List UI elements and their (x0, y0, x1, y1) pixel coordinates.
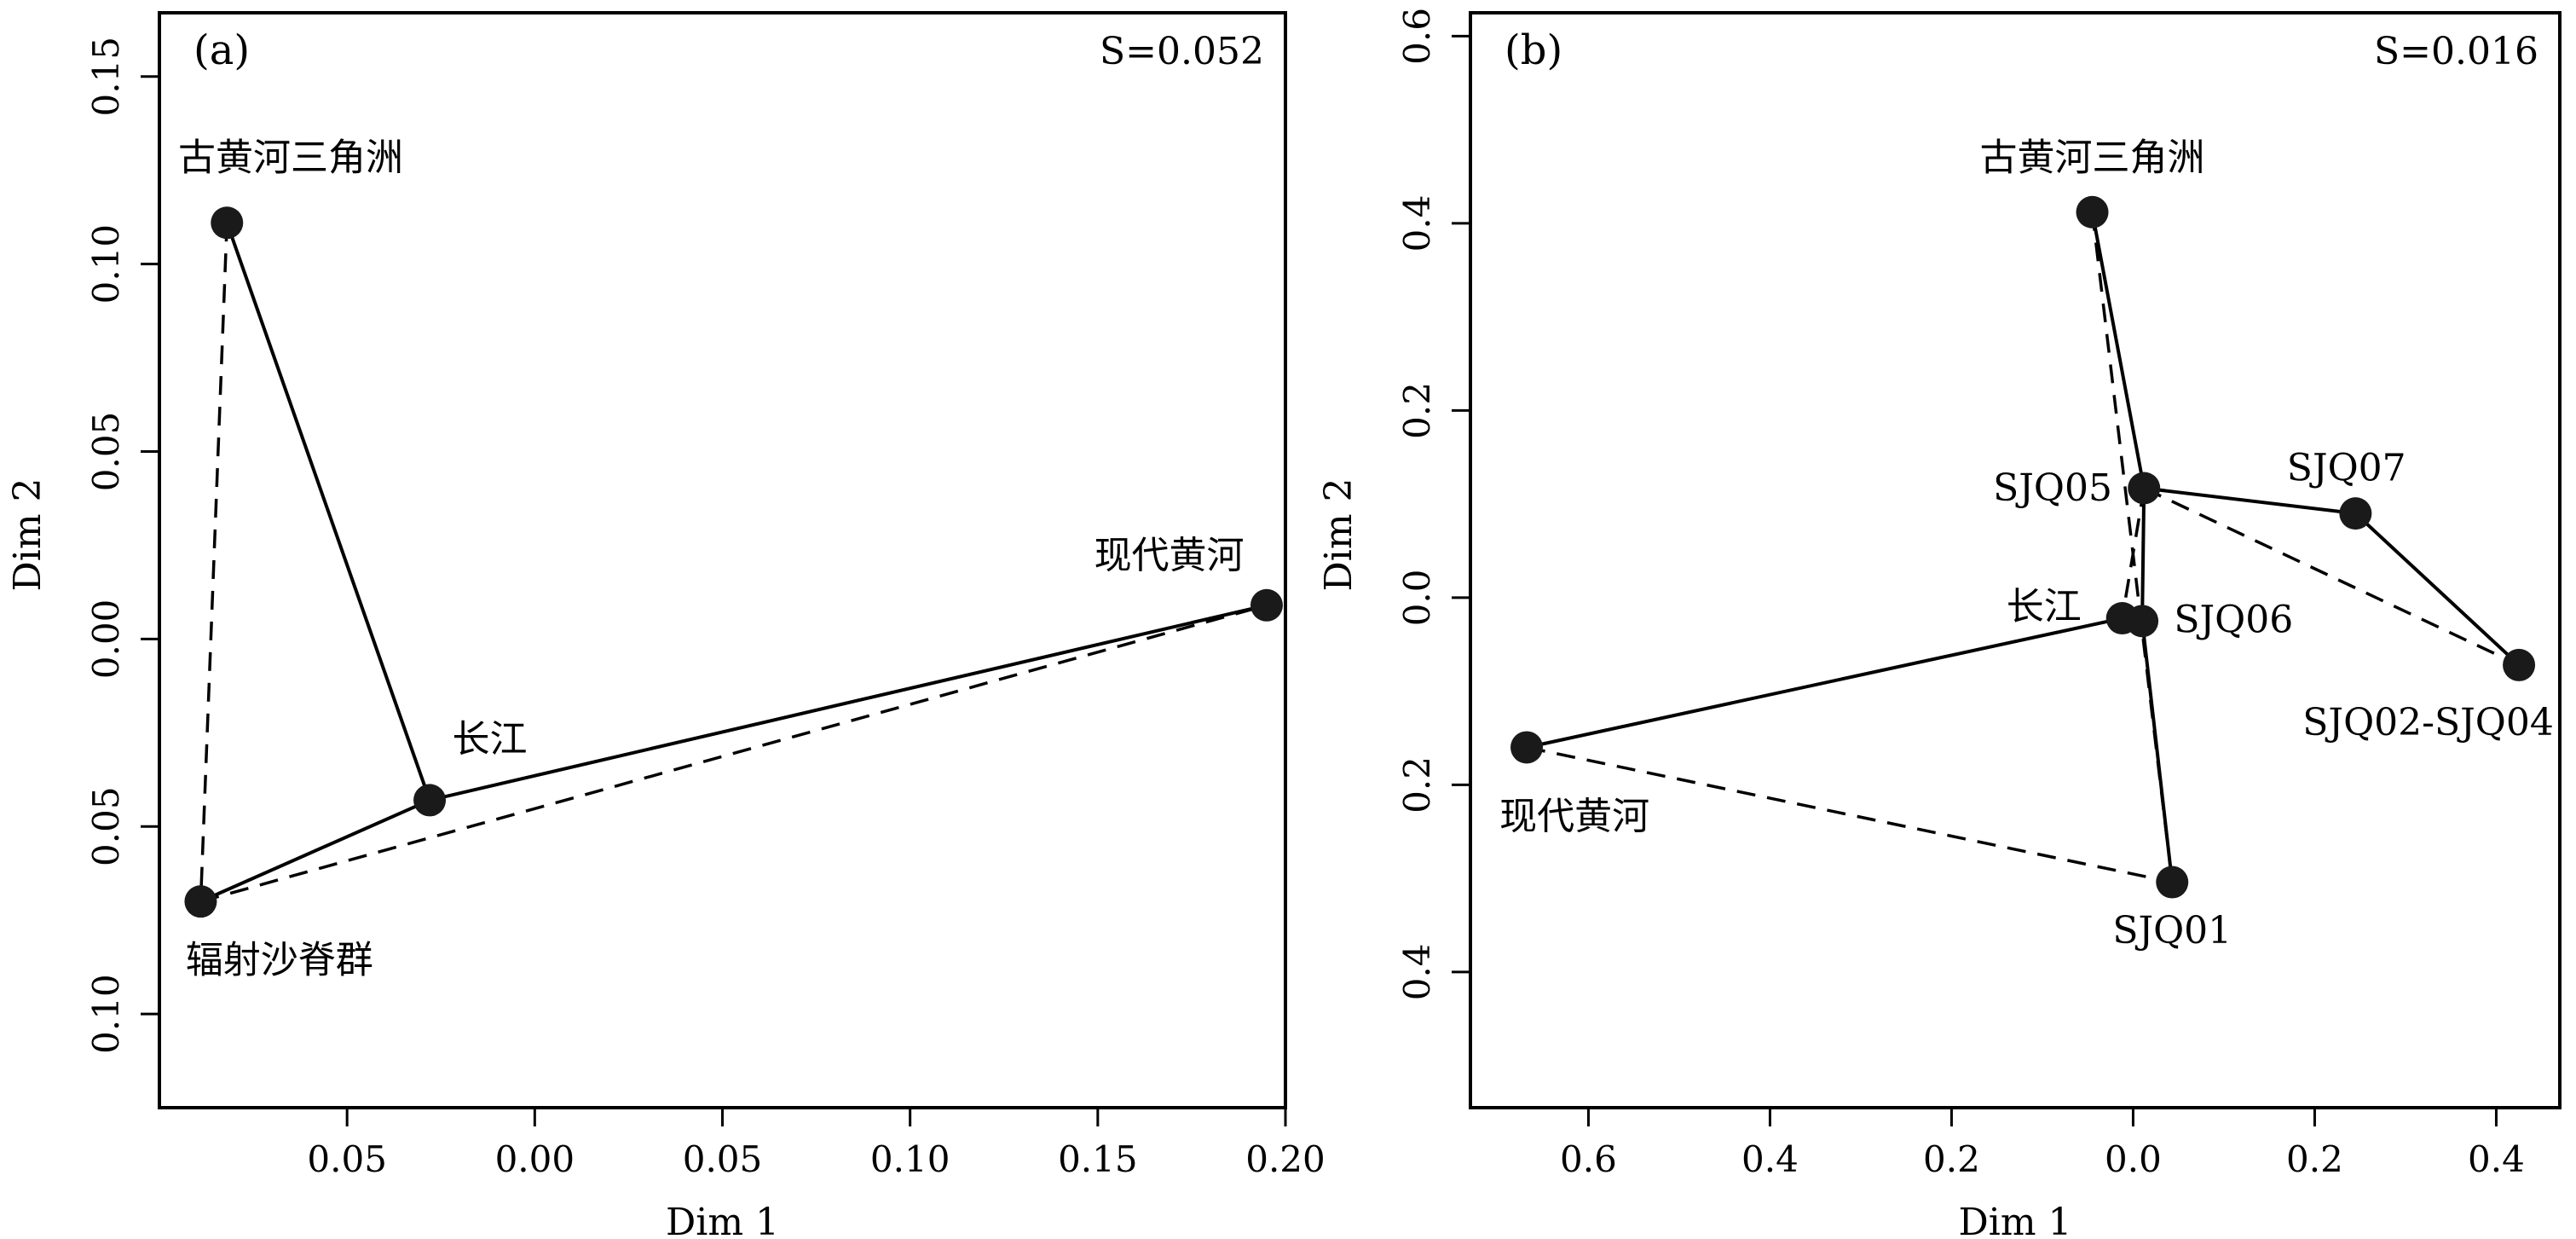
point-label-s0204: SJQ02-SJQ04 (2302, 701, 2554, 744)
point-s06 (2126, 605, 2159, 638)
point-label-xd: 现代黄河 (1499, 795, 1649, 838)
point-s0204 (2503, 648, 2536, 681)
x-axis-title: Dim 1 (1958, 1201, 2071, 1239)
x-tick-label: 0.05 (307, 1138, 387, 1180)
x-tick-label: 0.00 (495, 1138, 575, 1180)
point-label-s01: SJQ01 (2112, 909, 2232, 952)
y-tick-label: 0.15 (85, 37, 127, 117)
point-label-cj: 长江 (2007, 585, 2082, 628)
x-tick-label: 0.2 (2286, 1138, 2343, 1180)
x-tick-label: 0.6 (1560, 1138, 1617, 1180)
y-tick-label: 0.05 (85, 412, 127, 492)
y-tick-label: 0.4 (1396, 195, 1438, 252)
x-tick-label: 0.15 (1058, 1138, 1138, 1180)
point-cj (413, 784, 447, 817)
solid-link-s07-s0204 (2354, 512, 2521, 667)
point-fs (184, 885, 217, 918)
solid-link-gu-s05 (2090, 211, 2146, 489)
point-label-gu: 古黄河三角洲 (178, 136, 403, 180)
dashed-link-gu-fs (199, 223, 229, 902)
point-gu (211, 206, 244, 240)
y-tick-label: 0.05 (85, 786, 127, 866)
point-label-xd: 现代黄河 (1095, 534, 1245, 577)
y-tick-label: 0.2 (1396, 756, 1438, 813)
x-tick-label: 0.2 (1923, 1138, 1980, 1180)
y-tick-label: 0.6 (1396, 8, 1438, 65)
panel-a: 0.05 0.00 0.05 0.10 0.15 0.20 0.15 0.10 0.05 0.00… (6, 11, 1326, 1239)
x-tick-label: 0.0 (2105, 1138, 2162, 1180)
point-label-cj: 长江 (452, 717, 527, 761)
dashed-link-s05-s0204 (2143, 486, 2520, 667)
x-tick-label: 0.10 (870, 1138, 950, 1180)
y-tick-label: 0.2 (1396, 382, 1438, 439)
solid-link-gu-cj (225, 222, 431, 802)
point-label-s05: SJQ05 (1993, 466, 2112, 510)
y-tick-label: 0.10 (85, 974, 127, 1054)
x-tick-label: 0.20 (1245, 1138, 1326, 1180)
x-tick-label: 0.4 (1741, 1138, 1799, 1180)
x-tick-label: 0.05 (683, 1138, 763, 1180)
point-label-fs: 辐射沙脊群 (186, 939, 373, 982)
solid-link-cj-xd (429, 603, 1268, 802)
x-axis-title: Dim 1 (666, 1201, 779, 1239)
y-tick-label: 0.10 (85, 224, 127, 304)
dashed-link-xd-s01 (1526, 745, 2173, 884)
y-axis-title: Dim 2 (6, 478, 49, 591)
point-gu (2076, 195, 2109, 229)
y-tick-label: 0.00 (85, 599, 127, 680)
stress-value: S=0.016 (2374, 30, 2538, 73)
y-axis-title: Dim 2 (1317, 478, 1360, 591)
point-xd (1510, 731, 1544, 764)
solid-link-s06-s01 (2140, 621, 2175, 883)
panel-b: 0.6 0.4 0.2 0.0 0.2 0.4 0.6 0.4 0.2 0.0 0.2 0.4 Dim … (1317, 8, 2562, 1239)
point-label-gu: 古黄河三角洲 (1980, 136, 2205, 179)
panel-tag: (a) (193, 26, 250, 74)
solid-link-cj-fs (199, 798, 430, 903)
dashed-link-fs-xd (199, 604, 1268, 903)
solid-link-s05-s06 (2140, 488, 2146, 622)
point-label-s07: SJQ07 (2287, 447, 2406, 490)
point-s07 (2339, 497, 2372, 530)
point-s05 (2128, 472, 2161, 505)
solid-link-cj-xd (1526, 617, 2123, 750)
y-tick-label: 0.4 (1396, 943, 1438, 1000)
dashed-link-s05-cj (2120, 488, 2146, 619)
x-tick-label: 0.4 (2468, 1138, 2525, 1180)
plot-frame (1469, 11, 2562, 1109)
solid-link-s05-s07 (2143, 486, 2356, 516)
panel-tag: (b) (1505, 26, 1562, 74)
point-xd (1250, 588, 1283, 622)
stress-value: S=0.052 (1100, 30, 1264, 73)
point-label-s06: SJQ06 (2174, 599, 2293, 642)
point-s01 (2156, 866, 2189, 899)
y-tick-label: 0.0 (1396, 569, 1438, 626)
